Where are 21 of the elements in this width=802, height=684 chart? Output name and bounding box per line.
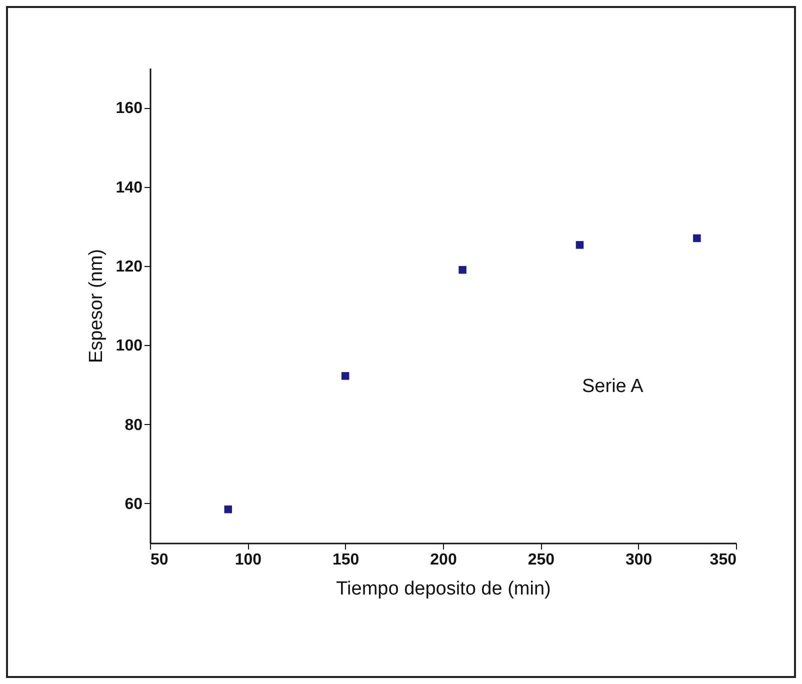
x-axis-title: Tiempo deposito de (min) <box>336 578 551 600</box>
x-tick-label: 250 <box>528 552 555 568</box>
x-tick-label: 50 <box>150 552 168 568</box>
y-tick-label: 140 <box>116 179 143 196</box>
y-tick-label: 160 <box>116 100 143 118</box>
point <box>693 234 701 242</box>
y-tick-label: 100 <box>116 338 143 355</box>
y-axis-title: Espesor (nm) <box>86 248 107 364</box>
point <box>341 372 350 380</box>
x-tick-label: 150 <box>332 552 360 568</box>
point <box>458 266 466 274</box>
x-tick-label: 300 <box>625 552 652 568</box>
annotation: Serie A <box>582 376 644 397</box>
x-tick-label: 350 <box>710 552 737 568</box>
x-tick-label: 100 <box>234 552 262 568</box>
y-tick-label: 60 <box>124 496 143 513</box>
x-tick-label: 200 <box>430 552 457 568</box>
y-tick-label: 120 <box>116 258 143 276</box>
point <box>224 505 232 514</box>
y-tick-label: 80 <box>124 416 143 434</box>
point <box>576 241 584 249</box>
